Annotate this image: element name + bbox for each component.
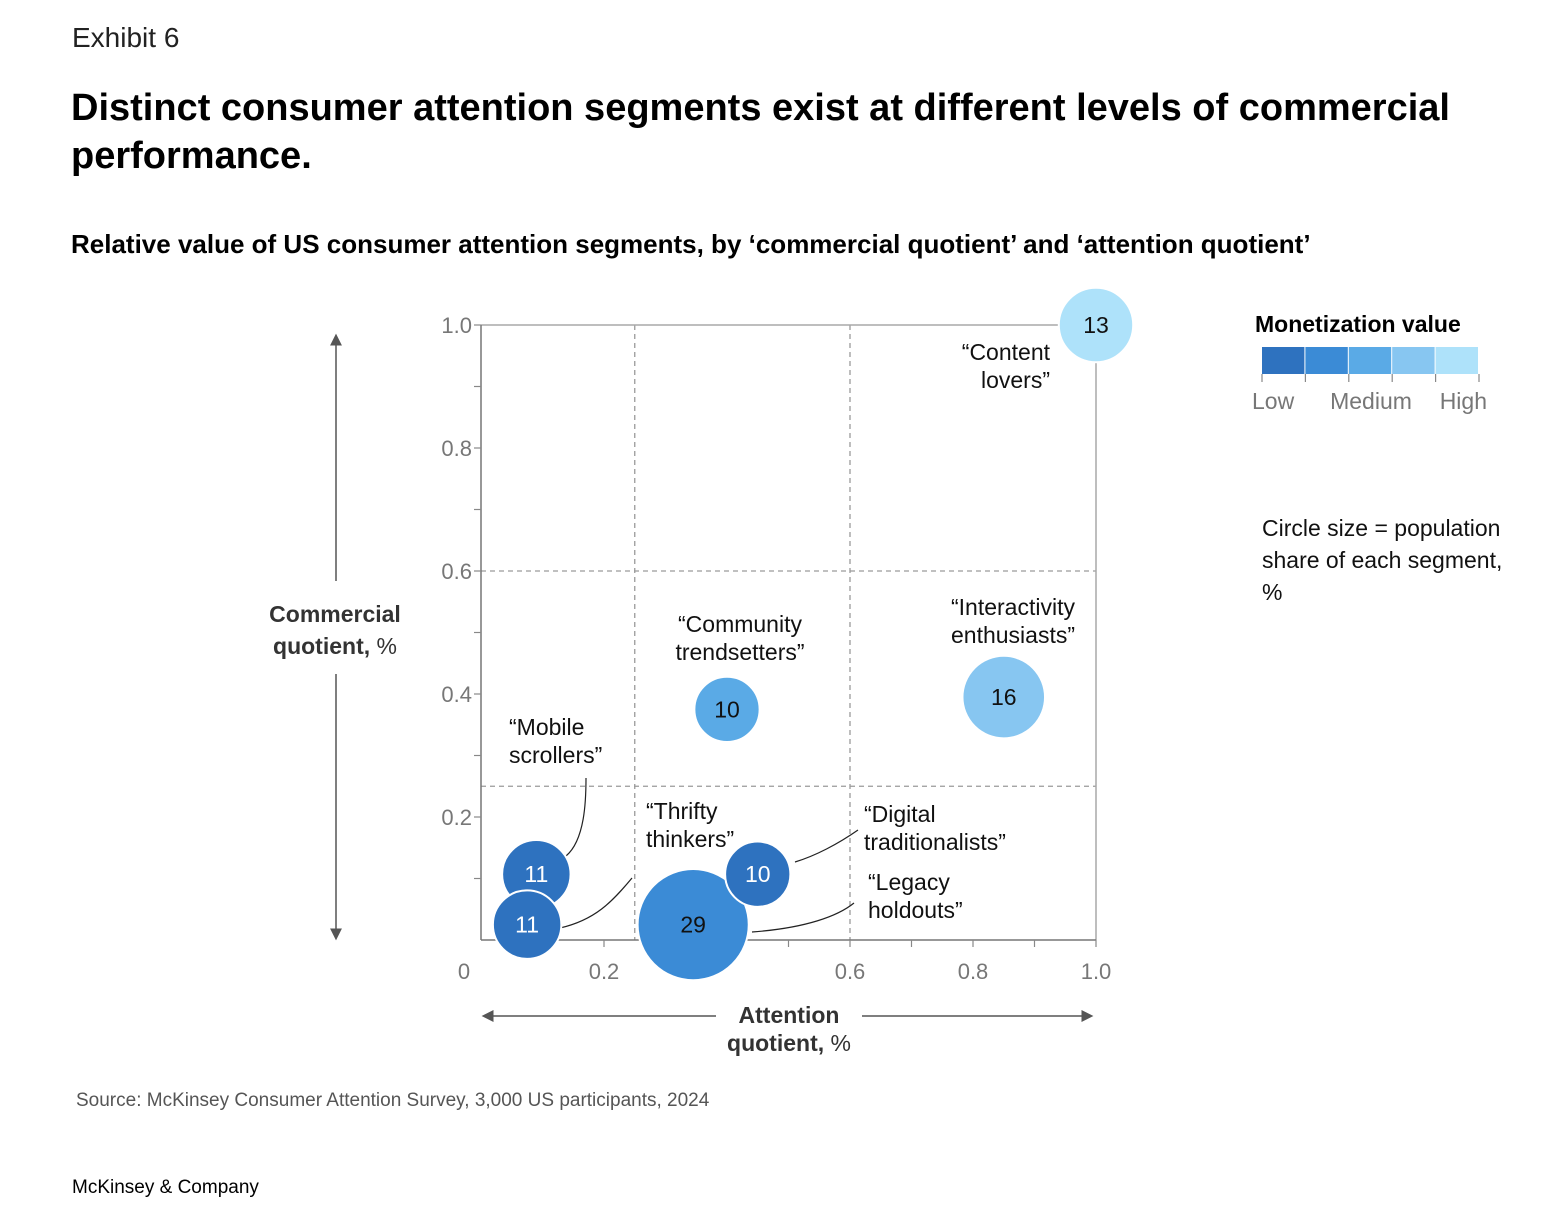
y-tick-label: 0.4: [441, 682, 472, 707]
chart-title: Distinct consumer attention segments exi…: [71, 87, 1450, 177]
bubble-value-label: 10: [745, 861, 771, 887]
segment-label: holdouts”: [868, 897, 963, 923]
bubble-value-label: 29: [680, 912, 706, 938]
bubble-value-label: 13: [1083, 312, 1109, 338]
source-note: Source: McKinsey Consumer Attention Surv…: [76, 1090, 710, 1111]
y-tick-label: 0.8: [441, 436, 472, 461]
leader-line: [559, 877, 633, 929]
y-axis-title-line1: Commercial: [269, 601, 401, 627]
exhibit-label: Exhibit 6: [72, 22, 180, 53]
chart-subtitle: Relative value of US consumer attention …: [71, 229, 1311, 259]
x-axis-title-line2: quotient, %: [727, 1030, 851, 1056]
segment-label: “Community: [678, 611, 802, 637]
segment-label: “Thrifty: [646, 798, 718, 824]
x-tick-label: 0: [458, 959, 470, 984]
bubble-point: [693, 675, 761, 744]
segment-label: traditionalists”: [864, 829, 1006, 855]
x-axis-title-line1: Attention: [739, 1002, 840, 1028]
leader-line: [751, 902, 855, 933]
segment-label: “Legacy: [868, 869, 950, 895]
legend-size-note: Circle size = population share of each s…: [1262, 515, 1503, 605]
legend-scale-label: High: [1440, 388, 1487, 414]
legend-scale-label: Medium: [1330, 388, 1412, 414]
segment-label: enthusiasts”: [951, 622, 1075, 648]
bubble-value-label: 11: [515, 912, 539, 938]
brand-name: McKinsey & Company: [72, 1177, 259, 1198]
y-tick-label: 0.2: [441, 805, 472, 830]
bubble-point: [724, 840, 792, 908]
legend-swatch: [1392, 347, 1435, 374]
legend-swatch: [1348, 347, 1392, 374]
bubble-value-label: 10: [714, 696, 740, 722]
segment-label: “Interactivity: [951, 594, 1075, 620]
legend-swatch: [1435, 347, 1478, 374]
y-tick-label: 0.6: [441, 559, 472, 584]
legend-swatch: [1305, 347, 1348, 374]
segment-label: scrollers”: [509, 742, 602, 768]
segment-label: lovers”: [981, 367, 1050, 393]
legend-title: Monetization value: [1255, 311, 1461, 337]
x-tick-label: 0.6: [835, 959, 866, 984]
x-tick-label: 0.8: [958, 959, 989, 984]
bubble-point: [961, 654, 1047, 740]
bubble-point: [636, 868, 750, 982]
bubble-value-label: 16: [991, 684, 1017, 710]
bubble-point: [491, 889, 563, 960]
legend-scale-label: Low: [1252, 388, 1295, 414]
segment-label: trendsetters”: [675, 639, 804, 665]
segment-label: “Content: [962, 339, 1051, 365]
y-tick-label: 1.0: [441, 313, 472, 338]
segment-label: “Digital: [864, 801, 936, 827]
segment-label: “Mobile: [509, 714, 584, 740]
y-axis-title-line2: quotient, %: [273, 633, 397, 659]
x-tick-label: 1.0: [1081, 959, 1112, 984]
x-tick-label: 0.2: [589, 959, 620, 984]
leader-line: [794, 829, 859, 863]
leader-line: [565, 777, 587, 857]
bubble-value-label: 11: [524, 861, 548, 887]
legend-swatch: [1262, 347, 1305, 374]
bubble-point: [1057, 286, 1135, 364]
segment-label: thinkers”: [646, 826, 734, 852]
